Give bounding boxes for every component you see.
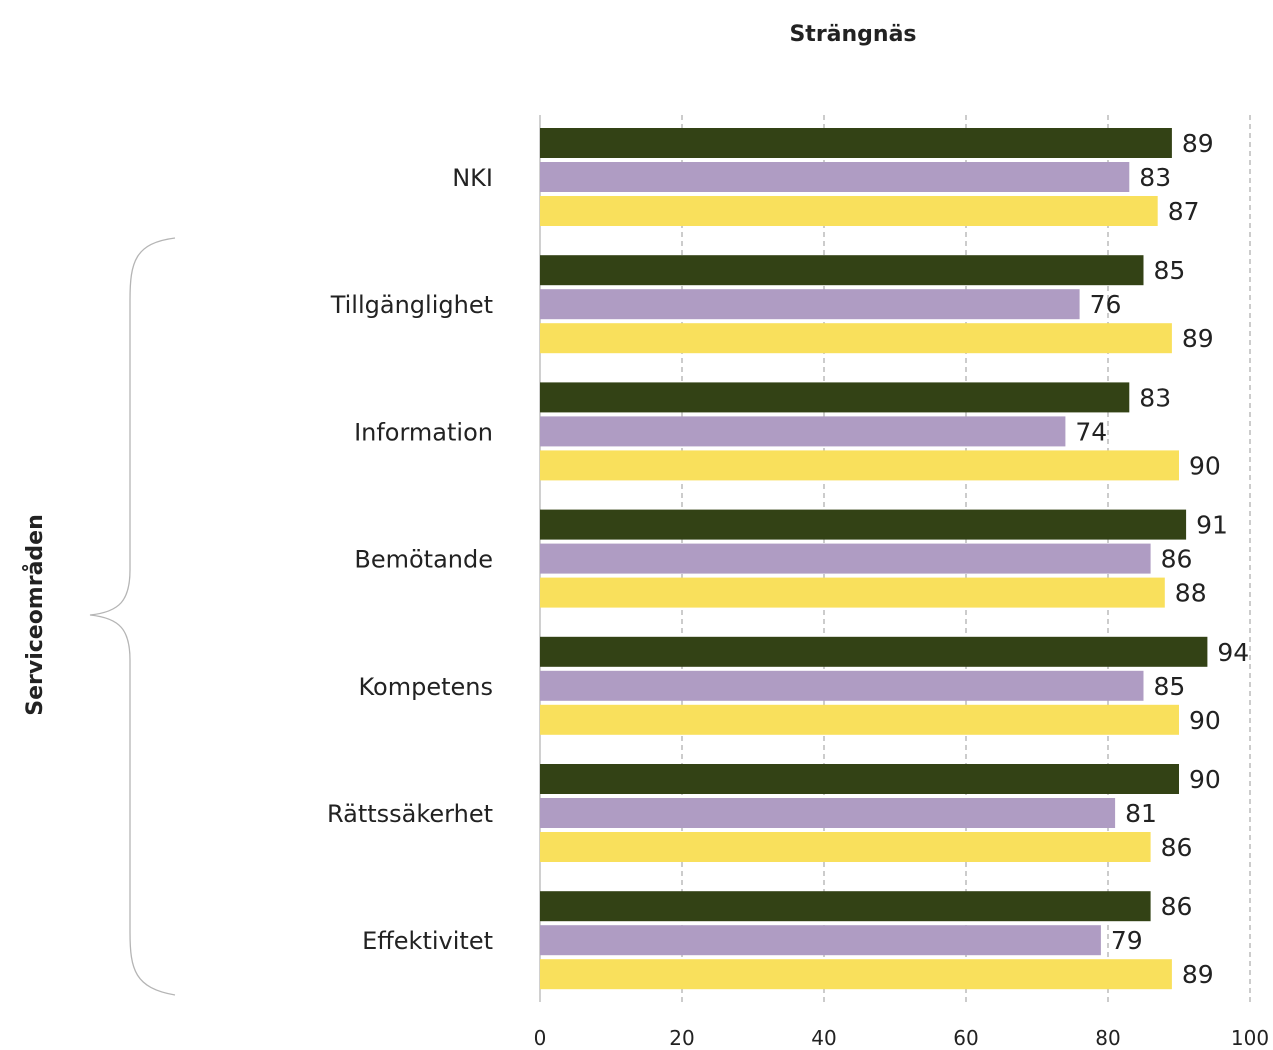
data-label: 91 [1196,511,1228,540]
data-label: 89 [1182,324,1214,353]
data-label: 89 [1182,960,1214,989]
bar [540,577,1165,608]
x-tick-label: 0 [534,1026,547,1050]
category-label: Bemötande [354,546,493,574]
category-label: Kompetens [359,673,494,701]
data-label: 90 [1189,765,1221,794]
bars [540,128,1208,990]
y-axis-label: Serviceområden [22,514,48,716]
bar [540,764,1179,794]
bar [540,450,1179,481]
bar [540,891,1151,922]
data-label: 79 [1111,926,1143,955]
data-label: 76 [1090,290,1122,319]
x-tick-label: 40 [811,1026,836,1050]
category-label: Information [354,418,493,446]
category-group-brace [89,237,176,996]
data-label: 85 [1154,256,1186,285]
bar [540,382,1130,413]
x-tick-label: 60 [953,1026,978,1050]
bar [540,636,1208,667]
bar [540,162,1130,192]
labels: 0 20 40 60 80 100 89 83 87 NKI 85 76 89 Tillgänglighe… [327,129,1269,1050]
x-tick-label: 100 [1231,1026,1269,1050]
data-label: 94 [1217,638,1249,667]
bar [540,196,1158,226]
category-label: NKI [452,164,493,192]
data-label: 86 [1161,892,1193,921]
bar [540,670,1144,701]
bar [540,543,1151,574]
bar [540,323,1172,354]
bar [540,832,1151,862]
data-label: 83 [1139,163,1171,192]
data-label: 81 [1125,799,1157,828]
category-label: Effektivitet [362,927,493,955]
bar [540,925,1101,956]
data-label: 89 [1182,129,1214,158]
data-label: 90 [1189,451,1221,480]
category-label: Tillgänglighet [330,291,493,319]
bar [540,416,1066,447]
data-label: 90 [1189,706,1221,735]
bar [540,704,1179,735]
bar [540,255,1144,286]
bar [540,509,1187,540]
x-tick-label: 80 [1095,1026,1120,1050]
data-label: 87 [1168,197,1200,226]
data-label: 88 [1175,579,1207,608]
data-label: 83 [1139,383,1171,412]
chart-title: Strängnäs [789,22,916,47]
bar [540,289,1080,320]
x-tick-label: 20 [669,1026,694,1050]
data-label: 86 [1161,545,1193,574]
data-label: 74 [1075,417,1107,446]
bar [540,128,1172,158]
bar [540,798,1116,828]
data-label: 86 [1161,833,1193,862]
data-label: 85 [1154,672,1186,701]
bar [540,959,1172,990]
category-label: Rättssäkerhet [327,800,493,828]
